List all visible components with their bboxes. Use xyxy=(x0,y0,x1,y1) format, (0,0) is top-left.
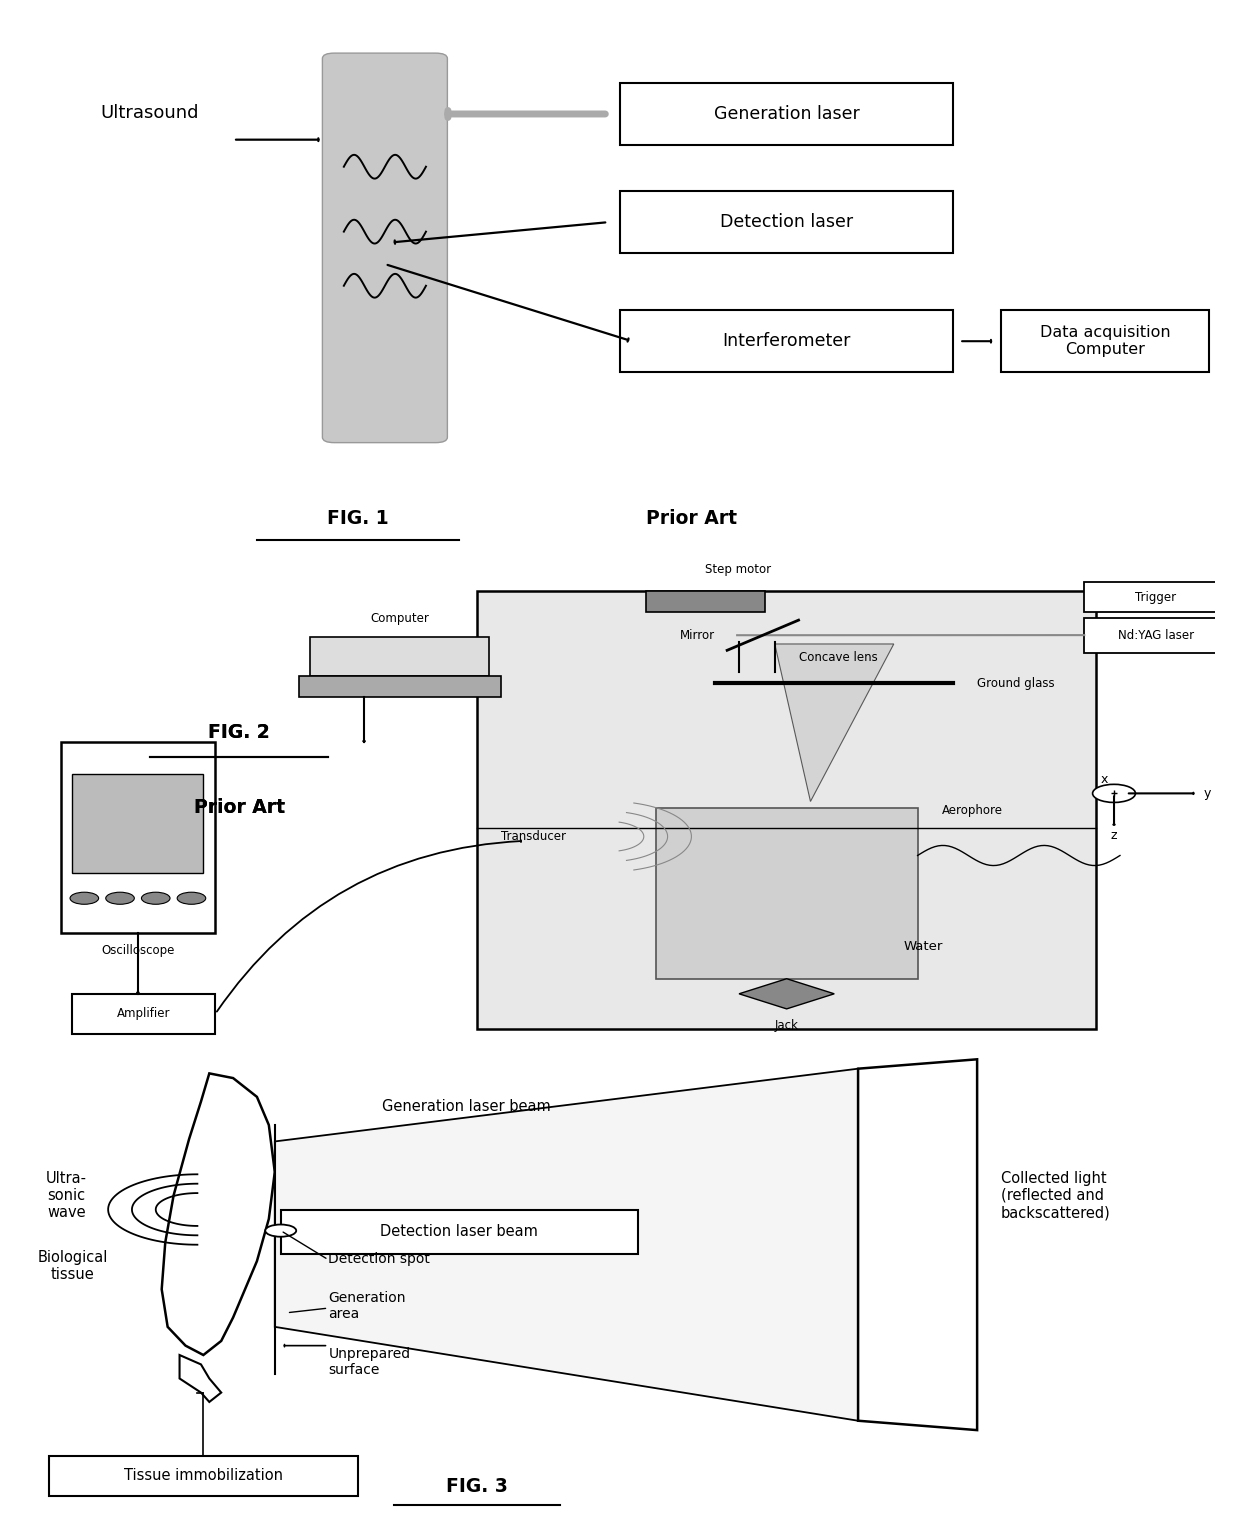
Text: Step motor: Step motor xyxy=(706,564,771,576)
Polygon shape xyxy=(161,1073,275,1355)
FancyBboxPatch shape xyxy=(299,677,501,696)
Text: Generation
area: Generation area xyxy=(329,1291,405,1321)
FancyBboxPatch shape xyxy=(477,591,1096,1029)
Polygon shape xyxy=(775,645,894,802)
FancyBboxPatch shape xyxy=(48,1455,358,1497)
FancyBboxPatch shape xyxy=(1084,582,1228,613)
Text: Oscilloscope: Oscilloscope xyxy=(102,943,175,957)
Circle shape xyxy=(177,892,206,904)
FancyBboxPatch shape xyxy=(646,591,765,611)
Text: Unprepared
surface: Unprepared surface xyxy=(329,1347,410,1378)
Text: Interferometer: Interferometer xyxy=(723,332,851,351)
Text: Amplifier: Amplifier xyxy=(117,1007,171,1021)
Text: Data acquisition
Computer: Data acquisition Computer xyxy=(1040,325,1171,358)
Text: Ultrasound: Ultrasound xyxy=(100,104,200,122)
FancyBboxPatch shape xyxy=(322,53,448,442)
FancyBboxPatch shape xyxy=(1084,617,1228,652)
Text: Jack: Jack xyxy=(775,1020,799,1032)
Text: x: x xyxy=(1101,773,1109,786)
Text: FIG. 1: FIG. 1 xyxy=(327,509,389,527)
Text: y: y xyxy=(1203,786,1210,800)
FancyBboxPatch shape xyxy=(1001,309,1209,372)
FancyBboxPatch shape xyxy=(72,994,216,1033)
Polygon shape xyxy=(275,1068,858,1420)
Polygon shape xyxy=(858,1059,977,1430)
Text: Generation laser: Generation laser xyxy=(714,105,859,123)
Text: Detection spot: Detection spot xyxy=(329,1251,430,1266)
Circle shape xyxy=(105,892,134,904)
Text: Aerophore: Aerophore xyxy=(941,803,1002,817)
Text: Prior Art: Prior Art xyxy=(193,799,284,817)
Text: Ultra-
sonic
wave: Ultra- sonic wave xyxy=(46,1170,87,1221)
FancyBboxPatch shape xyxy=(656,808,918,978)
Text: Prior Art: Prior Art xyxy=(193,799,284,817)
Text: Detection laser: Detection laser xyxy=(720,213,853,232)
Text: Generation laser beam: Generation laser beam xyxy=(382,1099,551,1114)
Circle shape xyxy=(1092,785,1136,803)
Text: Water: Water xyxy=(903,940,942,952)
FancyBboxPatch shape xyxy=(620,82,954,145)
Circle shape xyxy=(69,892,99,904)
FancyBboxPatch shape xyxy=(620,190,954,253)
FancyBboxPatch shape xyxy=(620,309,954,372)
FancyBboxPatch shape xyxy=(72,774,203,873)
Text: Concave lens: Concave lens xyxy=(799,651,878,663)
Text: Prior Art: Prior Art xyxy=(646,509,737,527)
Text: Trigger: Trigger xyxy=(1135,591,1177,604)
Text: Collected light
(reflected and
backscattered): Collected light (reflected and backscatt… xyxy=(1001,1170,1111,1221)
FancyBboxPatch shape xyxy=(310,637,489,677)
Text: Mirror: Mirror xyxy=(680,629,715,642)
Text: Nd:YAG laser: Nd:YAG laser xyxy=(1117,628,1194,642)
Text: Ground glass: Ground glass xyxy=(977,677,1055,690)
Text: Computer: Computer xyxy=(371,611,429,625)
Text: Detection laser beam: Detection laser beam xyxy=(381,1224,538,1239)
Text: FIG. 2: FIG. 2 xyxy=(208,722,270,742)
Circle shape xyxy=(265,1224,296,1237)
Text: FIG. 2: FIG. 2 xyxy=(208,722,270,742)
FancyBboxPatch shape xyxy=(280,1210,637,1254)
Text: FIG. 3: FIG. 3 xyxy=(446,1477,508,1497)
Text: Biological
tissue: Biological tissue xyxy=(37,1250,108,1282)
Text: Transducer: Transducer xyxy=(501,831,565,843)
Text: Tissue immobilization: Tissue immobilization xyxy=(124,1469,283,1483)
Polygon shape xyxy=(739,978,835,1009)
FancyBboxPatch shape xyxy=(61,742,216,933)
Circle shape xyxy=(141,892,170,904)
Polygon shape xyxy=(180,1355,221,1402)
Text: z: z xyxy=(1111,829,1117,841)
